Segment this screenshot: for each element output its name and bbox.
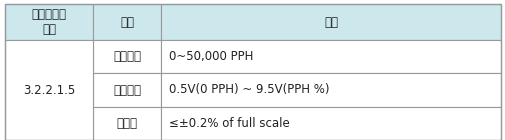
Text: 0~50,000 PPH: 0~50,000 PPH xyxy=(169,50,253,63)
Text: 개발규격서
장절: 개발규격서 장절 xyxy=(31,8,66,36)
Bar xyxy=(161,4,500,40)
Bar xyxy=(93,107,161,140)
Text: 입력신호: 입력신호 xyxy=(113,83,141,96)
Text: 3.2.2.1.5: 3.2.2.1.5 xyxy=(23,83,75,96)
Text: 0.5V(0 PPH) ~ 9.5V(PPH %): 0.5V(0 PPH) ~ 9.5V(PPH %) xyxy=(169,83,329,96)
Bar xyxy=(5,4,93,40)
Bar xyxy=(161,107,500,140)
Text: 항목: 항목 xyxy=(120,16,134,29)
Bar xyxy=(161,40,500,73)
Bar xyxy=(93,40,161,73)
Text: ≤±0.2% of full scale: ≤±0.2% of full scale xyxy=(169,117,289,130)
Bar xyxy=(5,40,93,140)
Bar xyxy=(93,4,161,40)
Text: 지시범위: 지시범위 xyxy=(113,50,141,63)
Bar xyxy=(93,73,161,107)
Text: 정확도: 정확도 xyxy=(116,117,137,130)
Bar xyxy=(161,73,500,107)
Text: 규격: 규격 xyxy=(323,16,337,29)
